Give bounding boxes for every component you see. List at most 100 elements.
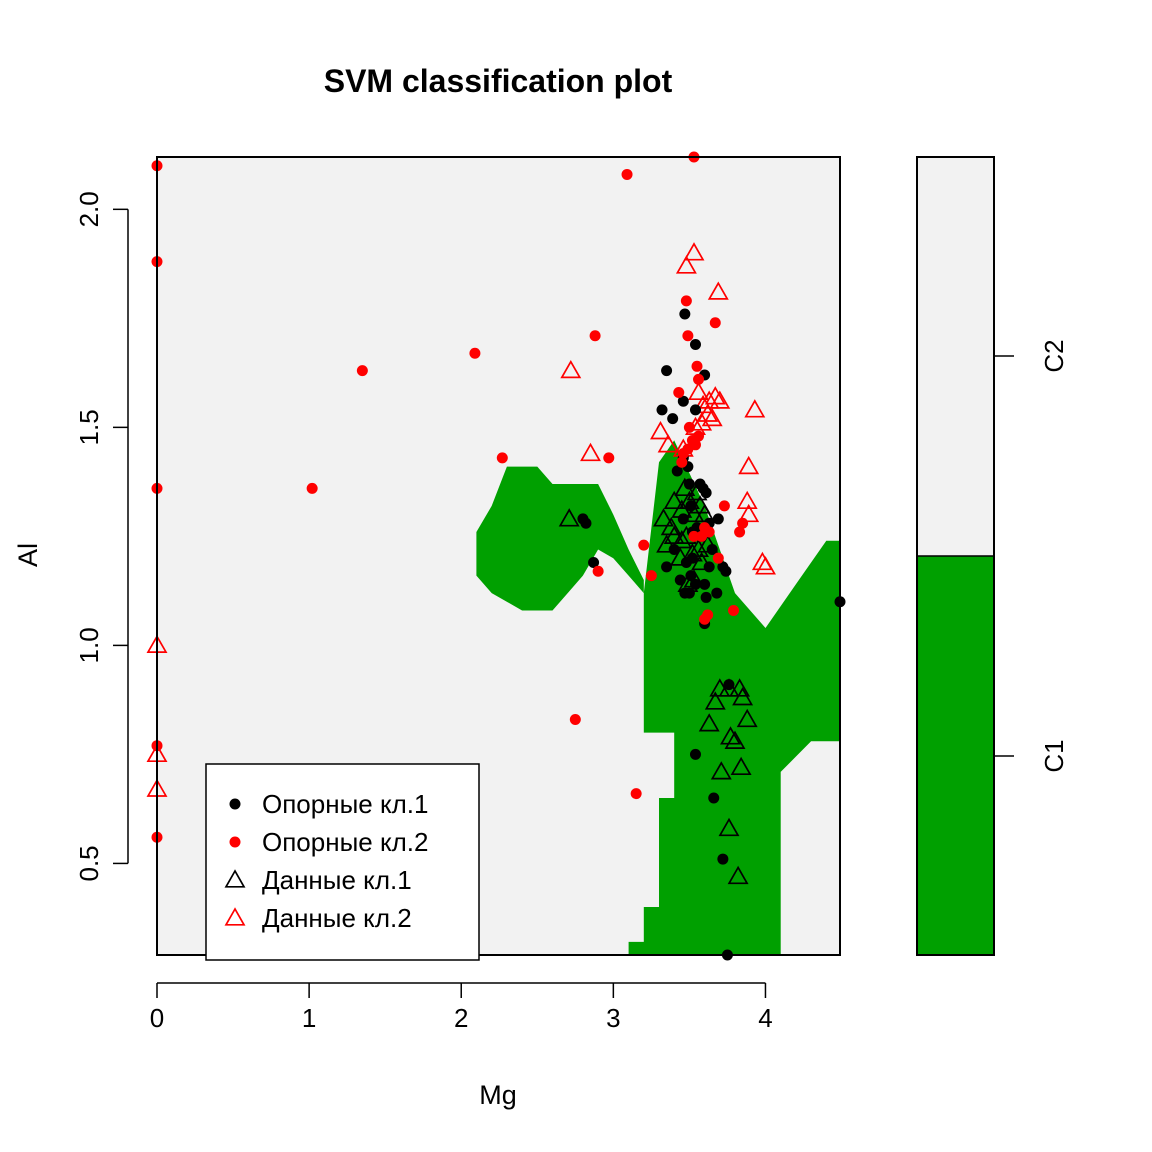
legend-marker-class2-dot xyxy=(229,836,241,848)
data-point-class1-triangle xyxy=(698,713,720,732)
data-point-class2-dot xyxy=(603,452,615,464)
data-point-class1-triangle xyxy=(660,516,682,536)
x-tick-label: 4 xyxy=(758,1003,772,1033)
data-point-class1-triangle xyxy=(724,730,746,749)
data-point-class2-dot xyxy=(680,295,692,307)
legend-label: Данные кл.1 xyxy=(262,865,412,895)
data-point-class1-triangle xyxy=(683,503,705,523)
data-point-class2-dot xyxy=(693,373,705,385)
data-point-class1-dot xyxy=(708,792,720,804)
data-point-class1-dot xyxy=(723,679,735,691)
data-point-class2-dot xyxy=(734,526,746,538)
data-point-class1-triangle xyxy=(727,865,749,885)
data-point-class1-dot xyxy=(703,561,715,573)
legend-label: Данные кл.2 xyxy=(262,903,412,933)
series-class2-triangle xyxy=(146,242,776,797)
data-point-class2-triangle xyxy=(683,242,705,261)
data-point-class1-triangle xyxy=(718,817,740,837)
data-point-class2-dot xyxy=(683,421,695,433)
chart-title: SVM classification plot xyxy=(324,63,673,99)
data-point-class1-dot xyxy=(674,574,686,586)
data-point-class1-triangle xyxy=(691,551,713,571)
data-point-class2-dot xyxy=(306,482,318,494)
data-point-class2-dot xyxy=(682,330,694,342)
x-tick-label: 1 xyxy=(302,1003,316,1033)
data-point-class1-dot xyxy=(685,570,697,582)
data-point-class2-dot xyxy=(688,530,700,542)
data-point-class2-dot xyxy=(589,330,601,342)
legend-marker-class2-triangle xyxy=(224,907,246,926)
data-point-class1-dot xyxy=(683,587,695,599)
data-point-class1-dot xyxy=(683,478,695,490)
data-point-class1-dot xyxy=(661,561,673,573)
data-point-class2-dot xyxy=(630,788,642,800)
data-point-class1-dot xyxy=(691,522,703,534)
data-point-class1-dot xyxy=(679,308,691,320)
legend-entry: Опорные кл.2 xyxy=(229,827,428,857)
data-point-class2-triangle xyxy=(738,503,760,523)
series-class1-triangle xyxy=(558,477,758,885)
data-point-class2-triangle xyxy=(701,407,723,427)
data-point-class2-triangle xyxy=(755,556,776,575)
data-point-class1-triangle xyxy=(720,726,741,745)
legend-entry: Данные кл.2 xyxy=(224,903,412,933)
data-point-class2-triangle xyxy=(675,255,697,274)
data-point-class1-dot xyxy=(689,748,701,760)
data-point-class1-dot xyxy=(588,557,600,569)
data-point-class2-dot xyxy=(712,552,724,564)
data-point-class1-triangle xyxy=(558,508,580,527)
data-point-class2-dot xyxy=(496,452,508,464)
colorbar-label-c1: C1 xyxy=(1039,739,1069,772)
legend-entry: Данные кл.1 xyxy=(224,865,412,895)
data-point-class2-dot xyxy=(621,168,633,180)
data-point-class1-triangle xyxy=(710,761,732,780)
data-point-class2-dot xyxy=(691,360,703,372)
legend-entry: Опорные кл.1 xyxy=(229,789,428,819)
data-point-class2-dot xyxy=(728,605,740,617)
data-point-class2-triangle xyxy=(580,442,601,462)
data-point-class2-dot xyxy=(693,430,705,442)
data-point-class2-dot xyxy=(673,386,685,398)
data-point-class1-dot xyxy=(668,543,680,555)
plot-frame xyxy=(156,156,841,956)
data-point-class1-dot xyxy=(580,517,592,529)
data-point-class2-triangle xyxy=(688,381,709,401)
data-point-class1-triangle xyxy=(704,691,726,710)
data-point-class2-dot xyxy=(638,539,650,551)
data-point-class1-dot xyxy=(711,587,723,599)
colorbar-class1 xyxy=(917,556,994,955)
y-tick-label: 1.5 xyxy=(74,409,104,445)
data-point-class1-dot xyxy=(677,395,689,407)
x-tick-label: 0 xyxy=(150,1003,164,1033)
legend-marker-class1-dot xyxy=(229,798,241,810)
data-point-class1-dot xyxy=(700,487,712,499)
data-point-class1-dot xyxy=(689,339,701,351)
x-tick-label: 3 xyxy=(606,1003,620,1033)
y-axis: 0.5 1.0 1.5 2.0 xyxy=(74,191,129,882)
y-tick-label: 2.0 xyxy=(74,191,104,227)
data-point-class1-dot xyxy=(680,557,692,569)
data-point-class1-dot xyxy=(667,413,679,425)
data-point-class1-triangle xyxy=(732,686,754,706)
data-point-class1-dot xyxy=(706,543,718,555)
data-point-class2-dot xyxy=(356,365,368,377)
data-point-class1-triangle xyxy=(729,678,751,697)
data-point-class2-triangle xyxy=(560,359,582,379)
data-point-class2-dot xyxy=(676,456,688,468)
data-point-class2-triangle xyxy=(704,386,726,405)
data-point-class1-triangle xyxy=(663,525,685,544)
data-point-class2-dot xyxy=(709,317,721,329)
colorbar-class2 xyxy=(917,157,994,556)
data-point-class2-dot xyxy=(737,517,749,529)
data-point-class1-dot xyxy=(677,513,689,525)
data-point-class1-triangle xyxy=(718,678,740,697)
data-point-class2-triangle xyxy=(697,403,719,422)
data-point-class1-dot xyxy=(700,591,712,603)
data-point-class1-triangle xyxy=(736,708,758,728)
data-point-class2-dot xyxy=(592,565,604,577)
data-point-class2-dot xyxy=(569,714,581,726)
data-point-class1-triangle xyxy=(730,756,752,776)
data-point-class2-dot xyxy=(682,443,694,455)
y-tick-label: 1.0 xyxy=(74,627,104,663)
data-point-class2-triangle xyxy=(707,281,729,300)
